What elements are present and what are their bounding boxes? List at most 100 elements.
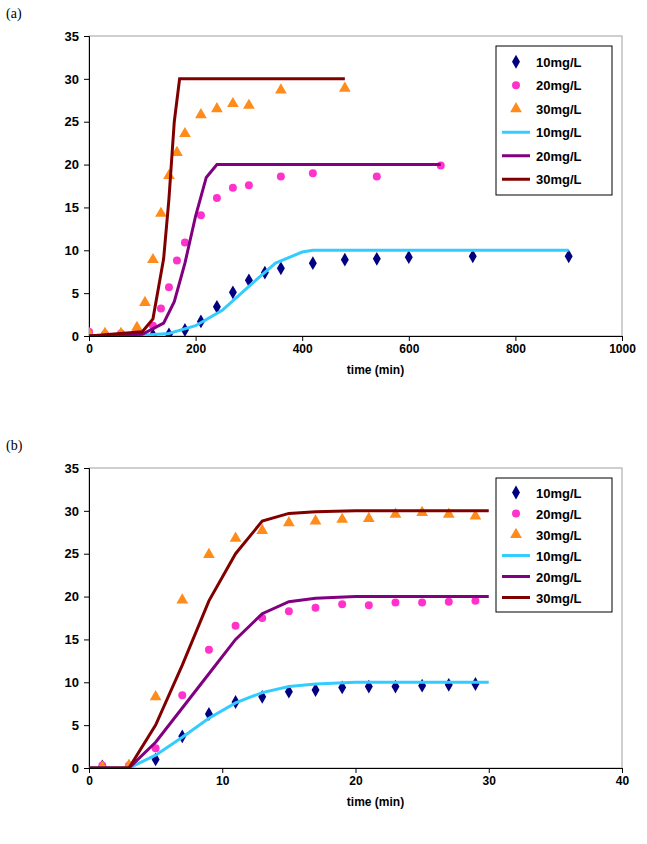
legend-label: 30mg/L (536, 172, 582, 187)
panel-title: (a) (6, 6, 22, 22)
y-tick-label: 5 (72, 718, 79, 733)
x-tick: 40 (616, 768, 630, 788)
data-point (277, 173, 285, 181)
x-tick-label: 800 (506, 342, 526, 356)
x-tick-mark (222, 768, 223, 773)
data-point (179, 127, 191, 137)
data-point (339, 81, 351, 91)
legend: 10mg/L20mg/L30mg/L10mg/L20mg/L30mg/L (496, 478, 612, 612)
y-tick: 20 (65, 157, 89, 172)
y-tick: 5 (72, 286, 89, 301)
y-tick: 10 (65, 675, 89, 690)
data-point (139, 296, 151, 306)
legend-swatch (510, 102, 522, 112)
legend: 10mg/L20mg/L30mg/L10mg/L20mg/L30mg/L (496, 46, 612, 195)
y-tick-mark (84, 682, 89, 683)
x-axis-line (90, 769, 623, 774)
data-point (147, 253, 159, 263)
data-point (445, 598, 453, 606)
x-tick-mark (489, 768, 490, 773)
data-point (390, 507, 402, 517)
data-point (275, 83, 287, 93)
y-tick-mark (84, 122, 89, 123)
y-tick-label: 25 (65, 114, 79, 129)
data-point (391, 599, 399, 607)
data-point (338, 600, 346, 608)
x-tick: 400 (293, 336, 313, 356)
y-axis: 05101520253035 (65, 29, 90, 344)
legend-swatch (512, 81, 520, 89)
y-tick-mark (84, 250, 89, 251)
legend-swatch (502, 575, 530, 578)
legend-label: 30mg/L (536, 528, 582, 543)
data-point (285, 607, 293, 615)
x-tick-mark (356, 768, 357, 773)
y-axis-line (84, 37, 90, 337)
legend-swatch (512, 55, 520, 69)
x-axis-title: time (min) (347, 363, 404, 377)
x-tick-label: 40 (616, 774, 630, 788)
model-line (89, 682, 489, 768)
data-point (310, 514, 322, 524)
x-axis: 02004006008001000 (86, 336, 636, 356)
x-tick-mark (409, 336, 410, 341)
y-tick-label: 15 (65, 200, 79, 215)
y-tick-label: 15 (65, 632, 79, 647)
x-tick: 800 (506, 336, 526, 356)
model-line (89, 165, 441, 336)
legend-label: 10mg/L (536, 549, 582, 564)
data-point (309, 256, 317, 270)
model-line (89, 79, 345, 336)
legend-swatch (510, 528, 522, 538)
y-tick-mark (84, 725, 89, 726)
plot-frame (89, 468, 622, 768)
legend-box (496, 46, 612, 195)
y-tick-label: 0 (72, 761, 79, 776)
data-point (230, 531, 242, 541)
y-tick: 15 (65, 632, 89, 647)
figure: (a)0200400600800100005101520253035time (… (0, 0, 647, 844)
data-point (471, 677, 479, 691)
data-point (312, 604, 320, 612)
data-point (243, 99, 255, 109)
legend-label: 30mg/L (536, 591, 582, 606)
data-point (365, 601, 373, 609)
data-point (373, 252, 381, 266)
y-tick: 0 (72, 761, 89, 776)
y-axis: 05101520253035 (65, 461, 90, 776)
y-tick-mark (84, 165, 89, 166)
data-point (445, 678, 453, 692)
x-tick-mark (196, 336, 197, 341)
data-point (309, 169, 317, 177)
legend-label: 20mg/L (536, 149, 582, 164)
data-point (373, 173, 381, 181)
x-axis: 010203040 (86, 768, 629, 788)
legend-label: 20mg/L (536, 78, 582, 93)
plot-frame (89, 36, 622, 336)
legend-label: 10mg/L (536, 125, 582, 140)
y-tick-label: 35 (65, 29, 79, 44)
panel: (a)0200400600800100005101520253035time (… (6, 6, 636, 377)
plot-area (89, 506, 489, 768)
legend-label: 10mg/L (536, 486, 582, 501)
x-tick-label: 30 (483, 774, 497, 788)
data-point (227, 97, 239, 107)
data-point (205, 646, 213, 654)
x-tick-mark (622, 336, 623, 341)
x-tick-label: 0 (86, 774, 93, 788)
x-tick: 600 (399, 336, 419, 356)
x-tick-label: 400 (293, 342, 313, 356)
data-point (283, 516, 295, 526)
y-tick-mark (84, 468, 89, 469)
legend-label: 30mg/L (536, 102, 582, 117)
y-tick-label: 20 (65, 589, 79, 604)
legend-swatch (502, 596, 530, 599)
data-point (245, 181, 253, 189)
x-tick-mark (622, 768, 623, 773)
y-tick-mark (84, 597, 89, 598)
x-tick-label: 20 (349, 774, 363, 788)
y-tick-label: 10 (65, 675, 79, 690)
legend-swatch (512, 510, 520, 518)
y-tick-label: 35 (65, 461, 79, 476)
y-axis-line (84, 469, 90, 769)
